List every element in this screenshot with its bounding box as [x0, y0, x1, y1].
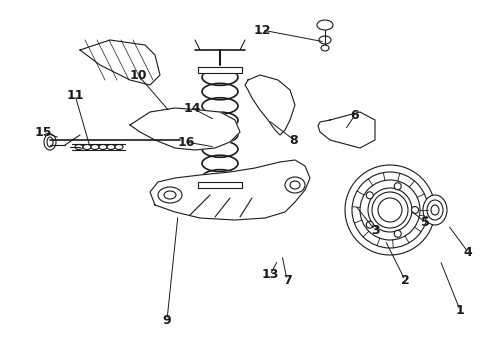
Ellipse shape: [138, 120, 152, 130]
Bar: [198, 67, 242, 73]
Text: 13: 13: [261, 269, 279, 282]
Bar: [198, 182, 242, 188]
Text: 5: 5: [420, 216, 429, 229]
Text: 8: 8: [290, 134, 298, 147]
Bar: [198, 67, 242, 73]
Text: 10: 10: [129, 68, 147, 81]
Text: 11: 11: [66, 89, 84, 102]
Text: 12: 12: [253, 23, 271, 36]
Polygon shape: [130, 108, 240, 150]
Polygon shape: [150, 160, 310, 220]
Ellipse shape: [394, 230, 401, 237]
Text: 14: 14: [183, 102, 201, 114]
Polygon shape: [245, 75, 295, 135]
Ellipse shape: [352, 172, 428, 248]
Text: 2: 2: [401, 274, 409, 287]
Text: 6: 6: [351, 108, 359, 122]
Text: 9: 9: [163, 314, 172, 327]
Ellipse shape: [366, 192, 373, 199]
Ellipse shape: [366, 221, 373, 228]
Ellipse shape: [99, 144, 107, 149]
Text: 16: 16: [177, 135, 195, 149]
Text: 4: 4: [464, 246, 472, 258]
Ellipse shape: [91, 144, 99, 149]
Ellipse shape: [412, 207, 418, 213]
Polygon shape: [80, 40, 160, 85]
Ellipse shape: [221, 123, 235, 133]
Text: 3: 3: [371, 224, 379, 237]
Ellipse shape: [107, 144, 115, 149]
Text: 7: 7: [283, 274, 292, 287]
Text: 15: 15: [34, 126, 52, 139]
Ellipse shape: [394, 183, 401, 190]
Bar: [198, 182, 242, 188]
Ellipse shape: [75, 144, 83, 149]
Text: 1: 1: [456, 303, 465, 316]
Ellipse shape: [83, 144, 91, 149]
Ellipse shape: [368, 188, 412, 232]
Ellipse shape: [423, 195, 447, 225]
Ellipse shape: [115, 144, 123, 149]
Polygon shape: [318, 112, 375, 148]
